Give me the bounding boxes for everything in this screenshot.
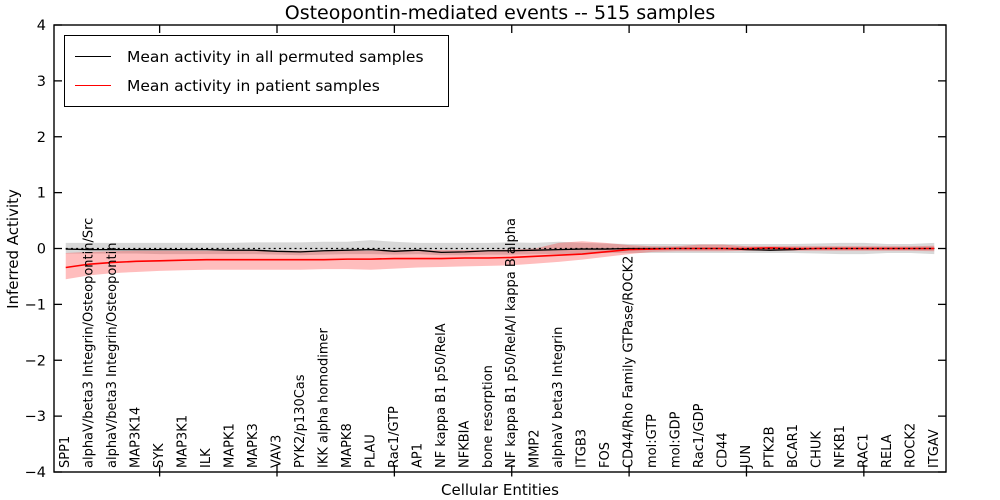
x-tick-label: MAP3K14 (129, 407, 144, 468)
legend-item-patient: Mean activity in patient samples (75, 71, 434, 100)
y-tick-label: 4 (37, 18, 46, 34)
x-tick-label: RAC1 (856, 433, 871, 468)
legend-label-permuted: Mean activity in all permuted samples (127, 47, 424, 66)
x-tick-label: RELA (880, 434, 895, 468)
series-line-permuted (65, 247, 935, 254)
y-tick-label: −1 (25, 297, 46, 313)
x-tick-label: BCAR1 (786, 424, 801, 468)
x-tick-label: mol:GTP (645, 414, 660, 468)
x-tick-label: MMP2 (528, 429, 543, 468)
x-tick-label: AP1 (410, 443, 425, 468)
legend-item-permuted: Mean activity in all permuted samples (75, 42, 434, 71)
x-axis-label: Cellular Entities (441, 481, 559, 499)
y-tick-label: 3 (37, 74, 46, 90)
y-tick-label: 2 (37, 130, 46, 146)
x-tick-label: VAV3 (270, 435, 285, 468)
x-tick-label: FOS (598, 442, 613, 468)
legend-line-patient-icon (75, 85, 111, 86)
x-tick-label: NFKB1 (833, 425, 848, 468)
x-tick-label: MAP3K1 (176, 415, 191, 468)
y-axis-label: Inferred Activity (4, 189, 22, 309)
x-tick-label: NFKBIA (457, 421, 472, 468)
x-tick-label: ILK (199, 448, 214, 468)
x-tick-label: Rac1/GDP (692, 403, 707, 468)
y-tick-label: 1 (37, 186, 46, 202)
x-tick-label: PYK2/p130Cas (293, 374, 308, 468)
x-tick-label: MAPK3 (246, 423, 261, 468)
y-tick-label: −4 (25, 465, 46, 481)
x-tick-label: PTK2B (762, 427, 777, 469)
x-tick-label: alphaV beta3 Integrin (551, 327, 566, 468)
x-tick-label: bone resorption (481, 365, 496, 468)
x-tick-label: MAPK1 (223, 423, 238, 468)
y-tick-label: −2 (25, 353, 46, 369)
x-tick-label: CD44/Rho Family GTPase/ROCK2 (622, 256, 637, 468)
x-tick-label: ITGB3 (575, 429, 590, 468)
x-tick-label: Rac1/GTP (387, 406, 402, 468)
x-tick-label: PLAU (363, 434, 378, 468)
confidence-band-patient (65, 241, 935, 280)
x-tick-label: SPP1 (58, 436, 73, 468)
legend-line-permuted-icon (75, 56, 111, 57)
x-tick-label: ITGAV (927, 429, 942, 468)
legend-label-patient: Mean activity in patient samples (127, 76, 380, 95)
chart-title: Osteopontin-mediated events -- 515 sampl… (284, 2, 716, 24)
x-tick-label: CHUK (809, 431, 824, 468)
x-tick-label: JUN (739, 445, 754, 469)
x-tick-label: ROCK2 (903, 423, 918, 468)
x-tick-label: alphaV/beta3 Integrin/Osteopontin (105, 243, 120, 468)
y-tick-label: −3 (25, 409, 46, 425)
x-tick-label: MAPK8 (340, 423, 355, 468)
x-tick-label: CD44 (716, 432, 731, 468)
y-tick-label: 0 (37, 242, 46, 258)
x-tick-label: NF kappa B1 p50/RelA (434, 323, 449, 468)
legend: Mean activity in all permuted samples Me… (64, 35, 449, 107)
x-tick-label: mol:GDP (669, 411, 684, 468)
x-tick-label: NF kappa B1 p50/RelA/I kappa B alpha (504, 218, 519, 468)
x-tick-label: IKK alpha homodimer (316, 327, 331, 468)
x-tick-label: alphaV/beta3 Integrin/Osteopontin/Src (82, 218, 97, 468)
x-tick-label: SYK (152, 443, 167, 468)
